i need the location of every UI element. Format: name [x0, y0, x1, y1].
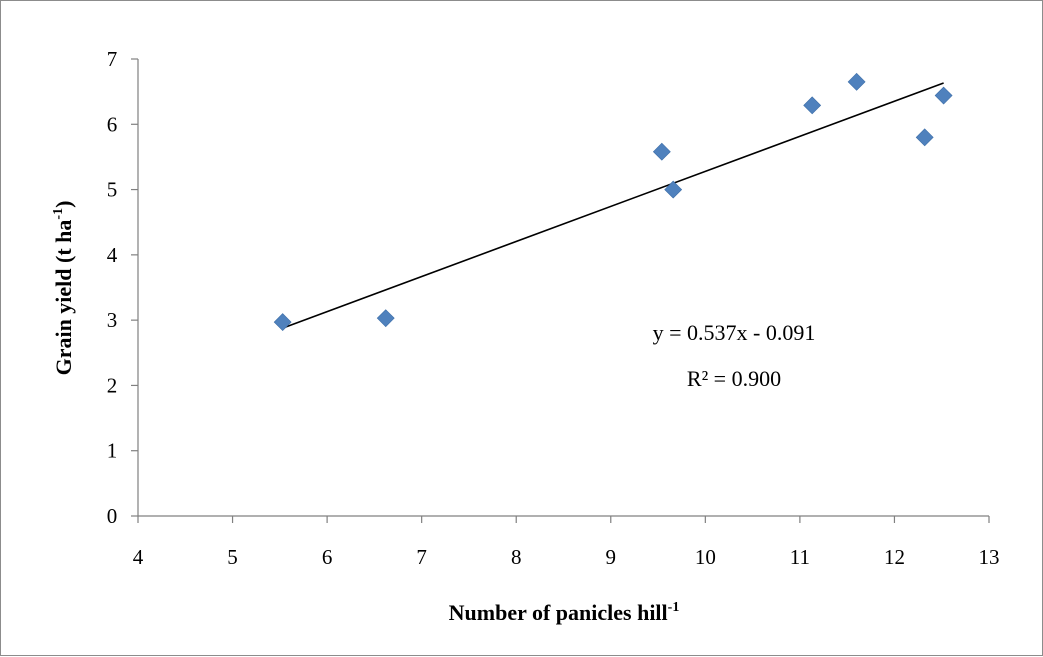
data-point — [664, 180, 683, 199]
data-point — [934, 86, 953, 105]
x-tick-label: 4 — [133, 545, 144, 569]
x-tick-label: 7 — [416, 545, 427, 569]
x-axis-title: Number of panicles hill-1 — [449, 600, 680, 625]
y-axis-title: Grain yield (t ha-1) — [51, 201, 76, 376]
x-tick-label: 6 — [322, 545, 333, 569]
x-ticks: 4 5 6 7 8 9 10 11 12 13 — [133, 516, 1000, 569]
data-point — [847, 72, 866, 91]
data-points — [273, 72, 953, 332]
x-tick-label: 9 — [606, 545, 617, 569]
y-tick-label: 2 — [107, 373, 118, 397]
x-tick-label: 12 — [884, 545, 905, 569]
y-tick-label: 3 — [107, 308, 118, 332]
y-axis-title-group: Grain yield (t ha-1) — [51, 201, 76, 376]
x-tick-label: 13 — [979, 545, 1000, 569]
r-squared-label: R² = 0.900 — [687, 366, 781, 391]
equation-label: y = 0.537x - 0.091 — [653, 320, 816, 345]
y-tick-label: 6 — [107, 112, 118, 136]
y-tick-label: 5 — [107, 178, 118, 202]
data-point — [652, 142, 671, 161]
x-tick-label: 5 — [227, 545, 238, 569]
y-tick-label: 0 — [107, 504, 118, 528]
trendline — [282, 82, 944, 329]
x-tick-label: 8 — [511, 545, 522, 569]
y-axis-title-text: Grain yield (t ha — [51, 220, 76, 376]
x-axis-title-text: Number of panicles hill — [449, 600, 668, 625]
data-point — [376, 309, 395, 328]
data-point — [915, 128, 934, 147]
data-point — [273, 313, 292, 332]
y-tick-label: 7 — [107, 47, 118, 71]
trendline-layer — [282, 82, 944, 329]
y-tick-label: 1 — [107, 439, 118, 463]
y-ticks: 0 1 2 3 4 5 6 7 — [107, 47, 138, 528]
y-tick-label: 4 — [107, 243, 118, 267]
x-tick-label: 10 — [695, 545, 716, 569]
x-axis-title-sup: -1 — [668, 600, 680, 615]
y-axis-title-suffix: ) — [51, 201, 76, 208]
y-axis-title-sup: -1 — [51, 208, 66, 220]
x-tick-label: 11 — [790, 545, 810, 569]
data-point — [803, 96, 822, 115]
